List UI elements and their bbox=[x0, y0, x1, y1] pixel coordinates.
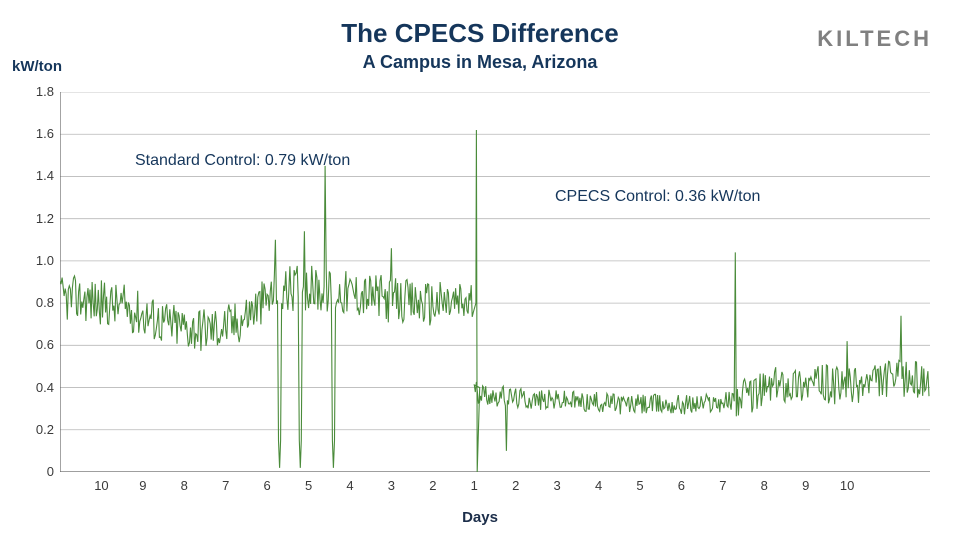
y-tick: 0.4 bbox=[16, 380, 54, 395]
x-axis-label: Days bbox=[0, 509, 960, 526]
x-tick: 4 bbox=[584, 478, 614, 493]
y-tick: 0.8 bbox=[16, 295, 54, 310]
x-tick: 6 bbox=[666, 478, 696, 493]
y-tick: 0 bbox=[16, 464, 54, 479]
x-tick: 7 bbox=[211, 478, 241, 493]
x-tick: 9 bbox=[128, 478, 158, 493]
line-chart-plot bbox=[60, 92, 930, 472]
x-tick: 8 bbox=[169, 478, 199, 493]
x-tick: 2 bbox=[501, 478, 531, 493]
x-tick: 1 bbox=[459, 478, 489, 493]
x-tick: 2 bbox=[418, 478, 448, 493]
x-tick: 3 bbox=[376, 478, 406, 493]
chart-subtitle: A Campus in Mesa, Arizona bbox=[0, 52, 960, 73]
y-tick: 0.6 bbox=[16, 337, 54, 352]
y-tick: 1.4 bbox=[16, 168, 54, 183]
x-tick: 10 bbox=[832, 478, 862, 493]
y-tick: 1.2 bbox=[16, 211, 54, 226]
y-tick: 1.0 bbox=[16, 253, 54, 268]
x-tick: 6 bbox=[252, 478, 282, 493]
x-tick: 5 bbox=[294, 478, 324, 493]
chart-annotation: Standard Control: 0.79 kW/ton bbox=[135, 152, 350, 170]
x-tick: 10 bbox=[86, 478, 116, 493]
x-tick: 7 bbox=[708, 478, 738, 493]
x-tick: 8 bbox=[749, 478, 779, 493]
x-tick: 4 bbox=[335, 478, 365, 493]
chart-title: The CPECS Difference bbox=[0, 18, 960, 49]
brand-logo: KILTECH bbox=[817, 26, 932, 52]
x-tick: 5 bbox=[625, 478, 655, 493]
x-tick: 3 bbox=[542, 478, 572, 493]
y-tick: 0.2 bbox=[16, 422, 54, 437]
chart-annotation: CPECS Control: 0.36 kW/ton bbox=[555, 188, 760, 206]
y-axis-label: kW/ton bbox=[12, 58, 62, 75]
y-tick: 1.6 bbox=[16, 126, 54, 141]
chart-container: The CPECS Difference A Campus in Mesa, A… bbox=[0, 0, 960, 540]
x-tick: 9 bbox=[791, 478, 821, 493]
y-tick: 1.8 bbox=[16, 84, 54, 99]
